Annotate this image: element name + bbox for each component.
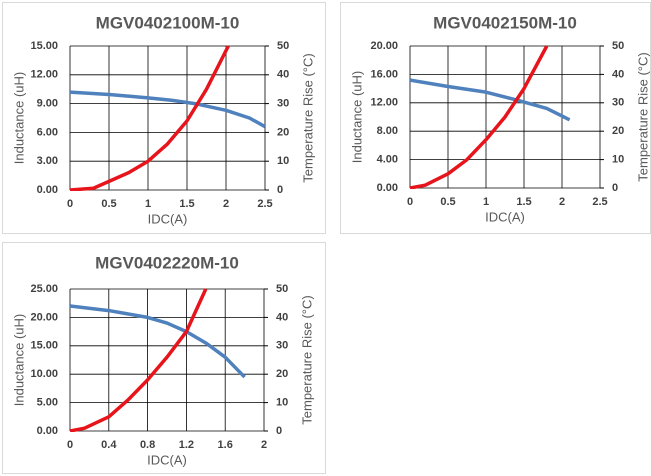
y-tick-label: 9.00 [37, 98, 58, 110]
y2-tick-label: 0 [276, 425, 282, 437]
y-tick-label: 6.00 [37, 126, 58, 138]
y-tick-label: 0.00 [37, 425, 58, 437]
x-axis-label: IDC(A) [148, 211, 188, 226]
y2-tick-label: 50 [612, 40, 624, 52]
x-tick-label: 0.8 [140, 439, 155, 451]
chart-title: MGV0402150M-10 [433, 13, 577, 32]
y2-tick-label: 0 [612, 182, 618, 194]
x-tick-label: 0.5 [440, 196, 455, 208]
y2-tick-label: 20 [276, 368, 288, 380]
y2-tick-label: 40 [612, 68, 624, 80]
y2-tick-label: 20 [612, 125, 624, 137]
y-tick-label: 0.00 [37, 184, 58, 196]
y2-tick-label: 50 [277, 40, 289, 52]
chart-frame [340, 2, 651, 234]
x-tick-label: 0 [407, 196, 413, 208]
chart-frame [2, 2, 326, 234]
x-tick-label: 0 [67, 439, 73, 451]
y2-tick-label: 40 [276, 311, 288, 323]
y-tick-label: 0.00 [377, 182, 398, 194]
y2-tick-label: 10 [612, 154, 624, 166]
x-axis-label: IDC(A) [485, 209, 525, 224]
y-tick-label: 15.00 [30, 340, 58, 352]
x-axis-label: IDC(A) [147, 452, 187, 467]
y-tick-label: 12.00 [30, 69, 58, 81]
y-tick-label: 16.00 [370, 68, 398, 80]
y-tick-label: 20.00 [30, 311, 58, 323]
y-axis-label: Inductance (uH) [349, 71, 364, 164]
x-tick-label: 0.5 [101, 198, 116, 210]
y2-tick-label: 10 [276, 397, 288, 409]
x-tick-label: 2.5 [257, 198, 272, 210]
x-tick-label: 0 [67, 198, 73, 210]
y2-tick-label: 30 [612, 97, 624, 109]
x-tick-label: 1 [145, 198, 151, 210]
y-tick-label: 8.00 [377, 125, 398, 137]
x-tick-label: 1.5 [516, 196, 531, 208]
y-axis-label: Inductance (uH) [11, 314, 26, 407]
y-tick-label: 25.00 [30, 283, 58, 295]
y-tick-label: 4.00 [377, 154, 398, 166]
x-tick-label: 2 [261, 439, 267, 451]
y-tick-label: 10.00 [30, 368, 58, 380]
y2-tick-label: 40 [277, 69, 289, 81]
x-tick-label: 1 [483, 196, 489, 208]
y2-tick-label: 0 [277, 184, 283, 196]
y-tick-label: 3.00 [37, 155, 58, 167]
series-line [410, 78, 571, 122]
x-tick-label: 2 [223, 198, 229, 210]
series-line [410, 45, 549, 189]
y2-tick-label: 10 [277, 155, 289, 167]
chart-title: MGV0402100M-10 [96, 13, 240, 32]
y2-axis-label: Temperature Rise (°C) [635, 52, 650, 181]
series-line [70, 288, 208, 432]
x-tick-label: 0.4 [101, 439, 117, 451]
x-tick-label: 1.5 [179, 198, 194, 210]
x-tick-label: 1.2 [179, 439, 194, 451]
x-tick-label: 2.5 [592, 196, 607, 208]
x-tick-label: 2 [559, 196, 565, 208]
x-tick-label: 1.6 [218, 439, 233, 451]
y-tick-label: 20.00 [370, 40, 398, 52]
y-axis-label: Inductance (uH) [11, 72, 26, 165]
chart-title: MGV0402220M-10 [95, 253, 239, 272]
y2-axis-label: Temperature Rise (°C) [299, 295, 314, 424]
series-line [70, 90, 265, 129]
series-line [70, 304, 246, 379]
y2-tick-label: 50 [276, 283, 288, 295]
y-tick-label: 15.00 [30, 40, 58, 52]
y-tick-label: 5.00 [37, 397, 58, 409]
y2-tick-label: 20 [277, 126, 289, 138]
y2-axis-label: Temperature Rise (°C) [300, 53, 315, 182]
y2-tick-label: 30 [276, 340, 288, 352]
series-line [70, 45, 230, 191]
y-tick-label: 12.00 [370, 97, 398, 109]
y2-tick-label: 30 [277, 98, 289, 110]
